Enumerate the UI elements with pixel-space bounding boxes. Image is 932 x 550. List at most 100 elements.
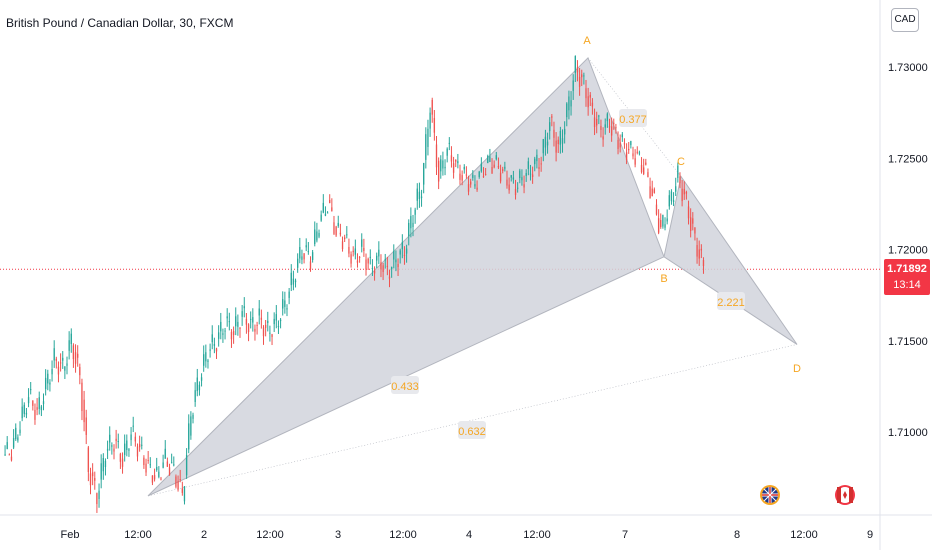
candle-body	[634, 158, 636, 165]
ratio-box	[458, 421, 486, 439]
x-tick-label: 12:00	[124, 529, 152, 541]
candle-body	[683, 188, 685, 195]
candle-body	[322, 202, 324, 213]
y-tick-label: 1.71500	[888, 336, 928, 348]
candle-body	[427, 128, 429, 147]
xd-ratio-line	[147, 344, 798, 497]
candle-body	[38, 397, 40, 409]
candle-body	[593, 117, 596, 127]
candle-body	[666, 218, 668, 222]
y-tick-label: 1.73000	[888, 62, 928, 74]
candle-body	[149, 464, 151, 466]
candle-body	[175, 476, 177, 487]
pattern-xab-triangle[interactable]	[147, 56, 665, 497]
candle-body	[205, 352, 207, 362]
candle-body	[578, 76, 581, 87]
candle-body	[361, 239, 363, 247]
candle-body	[36, 407, 38, 410]
candle-body	[4, 454, 6, 456]
candle-body	[519, 170, 521, 179]
x-tick-label: 9	[867, 529, 873, 541]
candle-body	[271, 334, 273, 337]
candle-body	[423, 163, 425, 185]
candle-body	[256, 324, 258, 326]
candle-body	[638, 152, 641, 154]
candle-body	[418, 191, 421, 199]
candle-body	[371, 267, 374, 270]
candle-body	[151, 475, 154, 483]
candle-body	[53, 348, 55, 361]
pattern-bcd-triangle[interactable]	[663, 175, 798, 345]
candle-body	[87, 447, 90, 473]
pattern-point-label: B	[660, 273, 667, 285]
candle-body	[465, 174, 468, 176]
x-axis-ticks: Feb 12:00 2 12:00 3 12:00 4 12:00 7 8 12:00 9	[61, 529, 874, 541]
candle-body	[540, 163, 542, 165]
candle-body	[51, 369, 53, 375]
candle-body	[185, 454, 188, 476]
x-tick-label: 8	[734, 529, 740, 541]
candle-body	[324, 213, 327, 216]
candle-body	[440, 159, 442, 172]
candle-body	[190, 416, 192, 436]
candle-body	[337, 222, 339, 226]
candle-body	[608, 126, 611, 128]
candle-body	[525, 173, 527, 176]
candle-body	[574, 56, 576, 73]
candle-body	[141, 444, 143, 446]
candle-body	[258, 308, 260, 316]
candle-body	[335, 226, 337, 236]
candle-body	[630, 141, 632, 146]
x-tick-label: Feb	[61, 529, 80, 541]
candle-body	[470, 181, 472, 185]
candle-body	[373, 270, 376, 274]
canada-flag-icon[interactable]	[835, 485, 855, 505]
candle-body	[645, 162, 647, 165]
candle-body	[596, 119, 598, 126]
candle-body	[316, 231, 318, 241]
candle-body	[555, 140, 557, 153]
candle-body	[254, 328, 256, 332]
candle-body	[12, 437, 15, 448]
candle-body	[382, 265, 384, 273]
uk-flag-icon[interactable]	[760, 485, 780, 505]
candle-body	[181, 488, 184, 493]
candle-body	[346, 234, 348, 236]
candle-body	[491, 166, 493, 174]
candle-body	[252, 317, 254, 323]
candle-body	[386, 265, 389, 267]
candle-body	[448, 142, 450, 144]
candle-body	[121, 458, 124, 467]
candle-body	[179, 478, 181, 480]
candle-body	[326, 212, 329, 214]
candle-body	[277, 326, 280, 328]
candle-body	[493, 164, 495, 168]
chart-title: British Pound / Canadian Dollar, 30, FXC…	[6, 16, 234, 30]
candle-body	[397, 263, 399, 268]
candle-body	[497, 166, 500, 168]
candle-body	[544, 136, 547, 148]
candle-body	[284, 300, 286, 307]
candle-body	[610, 126, 613, 136]
candle-body	[145, 463, 147, 473]
candle-body	[431, 99, 433, 115]
candle-body	[200, 377, 203, 381]
candle-body	[570, 100, 572, 107]
pattern-point-label: D	[793, 363, 801, 375]
candle-body	[79, 367, 81, 376]
candle-body	[57, 366, 60, 375]
candle-body	[290, 272, 292, 286]
candle-body	[425, 134, 427, 160]
currency-button[interactable]: CAD	[891, 8, 919, 32]
candle-body	[343, 237, 346, 240]
candle-body	[94, 478, 96, 481]
candle-body	[156, 467, 158, 471]
candle-body	[696, 245, 698, 257]
candle-body	[531, 174, 534, 177]
candle-body	[472, 174, 474, 178]
candle-body	[489, 156, 491, 162]
candle-body	[435, 144, 438, 168]
ratio-box	[717, 292, 745, 310]
y-tick-label: 1.71000	[888, 427, 928, 439]
